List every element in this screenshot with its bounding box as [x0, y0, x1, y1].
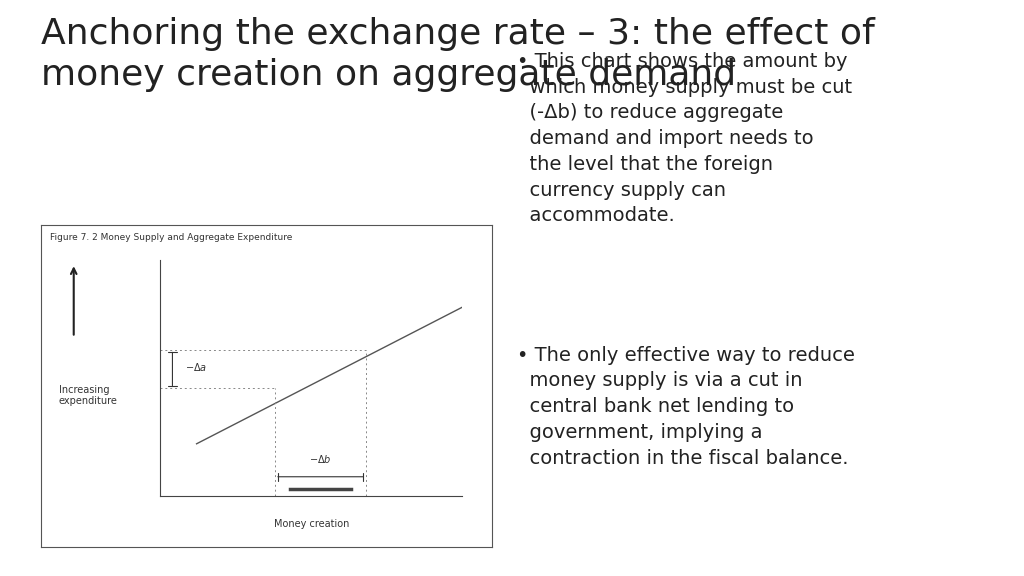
Text: Anchoring the exchange rate – 3: the effect of
money creation on aggregate deman: Anchoring the exchange rate – 3: the eff…	[41, 17, 874, 92]
Text: • The only effective way to reduce
  money supply is via a cut in
  central bank: • The only effective way to reduce money…	[517, 346, 855, 468]
Text: Money creation: Money creation	[273, 519, 349, 529]
Text: Figure 7. 2 Money Supply and Aggregate Expenditure: Figure 7. 2 Money Supply and Aggregate E…	[50, 233, 292, 242]
Text: • This chart shows the amount by
  which money supply must be cut
  (-Δb) to red: • This chart shows the amount by which m…	[517, 52, 852, 225]
Text: $-\Delta a$: $-\Delta a$	[184, 361, 207, 373]
Text: Increasing
expenditure: Increasing expenditure	[59, 385, 118, 407]
Text: $-\Delta b$: $-\Delta b$	[309, 453, 332, 465]
